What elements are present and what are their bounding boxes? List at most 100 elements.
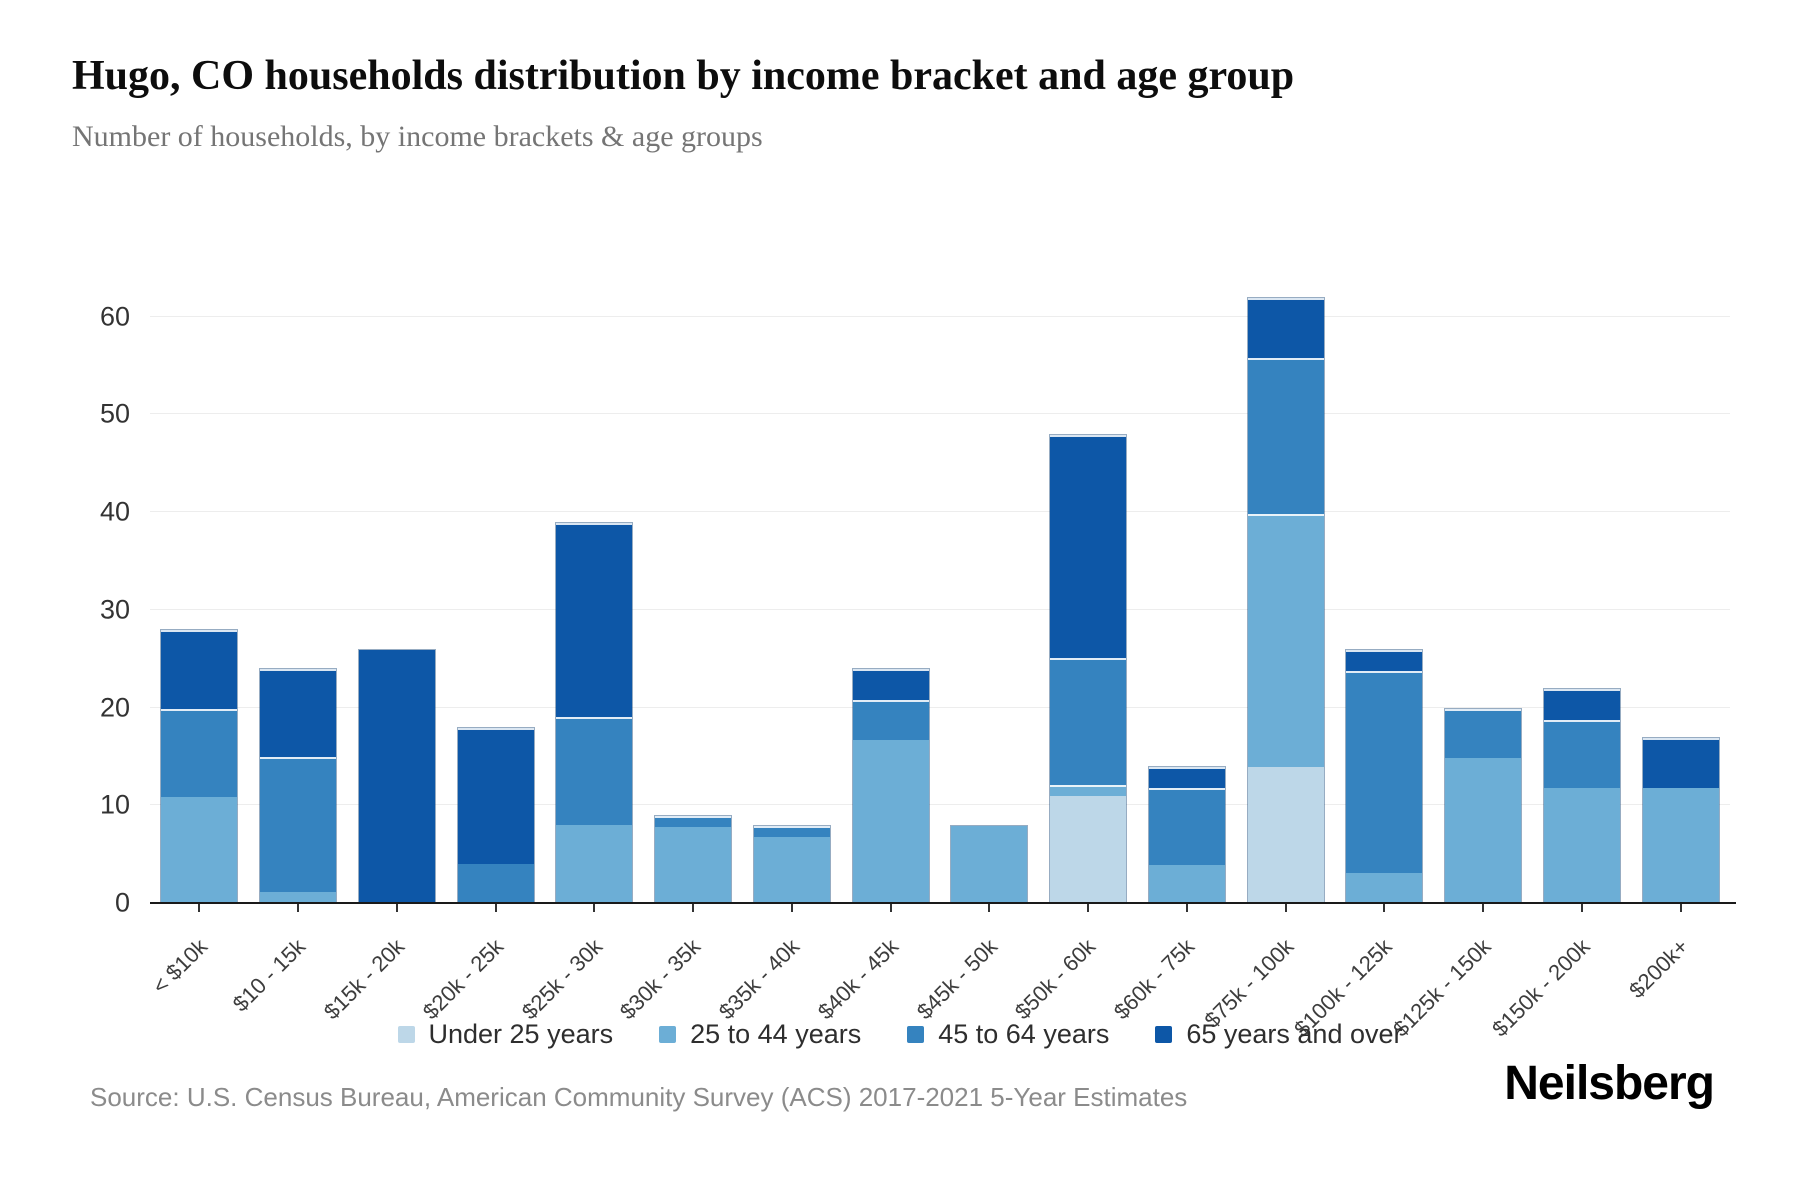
- bar-segment[interactable]: [655, 827, 732, 902]
- bar[interactable]: [1246, 297, 1325, 903]
- bar-segment[interactable]: [1050, 434, 1127, 658]
- bar[interactable]: [752, 824, 831, 903]
- bar-segment[interactable]: [260, 669, 337, 758]
- bar[interactable]: [950, 824, 1029, 903]
- bar-segment[interactable]: [260, 892, 337, 902]
- bar[interactable]: [555, 521, 634, 903]
- bar-segment[interactable]: [556, 522, 633, 718]
- bar-segment[interactable]: [161, 796, 238, 902]
- bar-segment[interactable]: [161, 630, 238, 709]
- bar-segment[interactable]: [1247, 357, 1324, 515]
- bar-segment[interactable]: [1642, 737, 1719, 788]
- gridline: [150, 608, 1730, 610]
- bar-segment[interactable]: [1148, 787, 1225, 865]
- bar-segment[interactable]: [457, 728, 534, 864]
- legend-item[interactable]: 65 years and over: [1155, 1018, 1403, 1050]
- y-axis-labels: 0 10 20 30 40 50 60: [40, 258, 140, 917]
- bar-segment[interactable]: [1148, 767, 1225, 788]
- bar-segment[interactable]: [1642, 787, 1719, 902]
- x-tick-label: $10 - 15k: [228, 933, 311, 1017]
- bar-segment[interactable]: [1247, 766, 1324, 902]
- bar-segment[interactable]: [852, 669, 929, 701]
- gridline: [150, 315, 1730, 317]
- bar[interactable]: [1641, 736, 1720, 903]
- legend-item[interactable]: 45 to 64 years: [907, 1019, 1109, 1050]
- bar[interactable]: [357, 648, 436, 903]
- bar-segment[interactable]: [1445, 758, 1522, 902]
- bar[interactable]: [456, 727, 535, 903]
- bar-segment[interactable]: [1346, 671, 1423, 874]
- source-note: Source: U.S. Census Bureau, American Com…: [90, 1082, 1188, 1112]
- bar[interactable]: [851, 668, 930, 903]
- x-tick: [889, 904, 892, 912]
- bar-segment[interactable]: [753, 825, 830, 838]
- legend-swatch: [1155, 1025, 1173, 1043]
- bar-segment[interactable]: [1543, 719, 1620, 788]
- x-tick: [395, 904, 398, 912]
- legend-label: 65 years and over: [1186, 1018, 1403, 1049]
- legend-item[interactable]: 25 to 44 years: [659, 1019, 861, 1050]
- x-tick: [494, 904, 497, 912]
- legend-label: Under 25 years: [428, 1018, 614, 1049]
- legend-swatch: [659, 1025, 677, 1043]
- page-subtitle: Number of households, by income brackets…: [72, 120, 763, 153]
- bar-segment[interactable]: [358, 649, 435, 902]
- bar-segment[interactable]: [1050, 796, 1127, 902]
- gridline: [150, 511, 1730, 513]
- bar-segment[interactable]: [457, 863, 534, 902]
- gridline: [150, 804, 1730, 806]
- legend-swatch: [397, 1025, 415, 1043]
- bar[interactable]: [654, 815, 733, 903]
- legend: Under 25 years 25 to 44 years 45 to 64 yea…: [0, 1012, 1800, 1056]
- bar-segment[interactable]: [556, 717, 633, 826]
- legend-item[interactable]: Under 25 years: [397, 1018, 614, 1050]
- x-tick: [1284, 904, 1287, 912]
- legend-label: 45 to 64 years: [938, 1018, 1110, 1049]
- bar[interactable]: [259, 668, 338, 903]
- x-tick: [1679, 904, 1682, 912]
- x-tick: [692, 904, 695, 912]
- x-tick: [988, 904, 991, 912]
- legend-label: 25 to 44 years: [690, 1018, 862, 1049]
- y-tick-label: 0: [114, 887, 130, 918]
- x-tick: [1185, 904, 1188, 912]
- bar-segment[interactable]: [1346, 873, 1423, 902]
- bar-segment[interactable]: [556, 825, 633, 902]
- bar[interactable]: [1345, 648, 1424, 903]
- bar-segment[interactable]: [852, 700, 929, 741]
- bar[interactable]: [1542, 688, 1621, 903]
- bar-segment[interactable]: [655, 816, 732, 828]
- bar-segment[interactable]: [1148, 864, 1225, 902]
- bar-segment[interactable]: [753, 837, 830, 902]
- y-tick-label: 50: [99, 398, 130, 429]
- bar[interactable]: [160, 629, 239, 903]
- bar-segment[interactable]: [1346, 649, 1423, 671]
- page-title: Hugo, CO households distribution by inco…: [72, 53, 1295, 99]
- bar[interactable]: [1444, 707, 1523, 903]
- bar-segment[interactable]: [852, 740, 929, 902]
- legend-swatch: [907, 1025, 925, 1043]
- bar-segment[interactable]: [260, 757, 337, 893]
- x-tick: [1383, 904, 1386, 912]
- bar-segment[interactable]: [161, 708, 238, 797]
- x-tick: [297, 904, 300, 912]
- bar-segment[interactable]: [1445, 708, 1522, 759]
- y-tick-label: 30: [99, 594, 130, 625]
- gridline: [150, 706, 1730, 708]
- x-tick: [198, 904, 201, 912]
- y-tick-label: 40: [99, 496, 130, 527]
- x-tick: [1580, 904, 1583, 912]
- bar-segment[interactable]: [1247, 298, 1324, 358]
- bar-segment[interactable]: [1247, 514, 1324, 767]
- bar[interactable]: [1049, 433, 1128, 903]
- bar-segment[interactable]: [1050, 784, 1127, 797]
- bar-segment[interactable]: [1543, 788, 1620, 902]
- y-tick-label: 20: [99, 692, 130, 723]
- x-tick-label: < $10k: [147, 933, 212, 999]
- bar[interactable]: [1147, 766, 1226, 903]
- y-tick-label: 10: [99, 789, 130, 820]
- bar-segment[interactable]: [1543, 689, 1620, 720]
- bar-segment[interactable]: [1050, 657, 1127, 785]
- bar-segment[interactable]: [951, 825, 1028, 902]
